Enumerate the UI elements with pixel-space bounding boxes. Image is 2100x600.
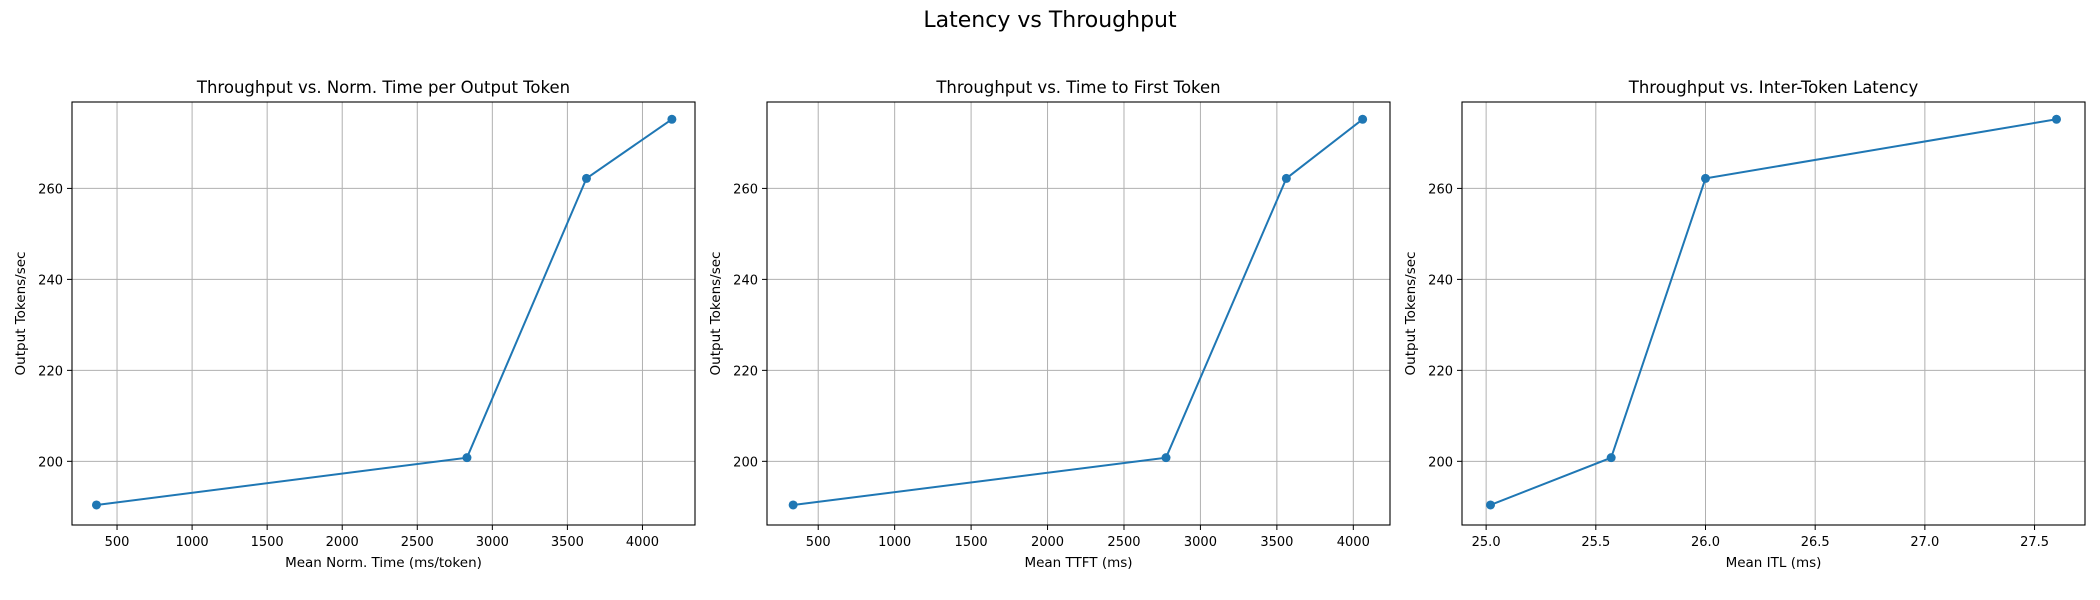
series-line [793,118,1364,506]
data-point [667,114,677,124]
y-tick-label: 200 [38,455,63,470]
y-tick-label: 260 [38,182,63,197]
data-point [2051,114,2061,124]
x-tick-label: 3500 [551,535,584,550]
x-tick-label: 500 [806,535,831,550]
y-tick-label: 220 [1428,364,1453,379]
x-tick-label: 500 [105,535,130,550]
x-tick-label: 27.5 [2020,535,2049,550]
y-tick-label: 240 [733,273,758,288]
x-tick-label: 2500 [401,535,434,550]
x-axis-label: Mean ITL (ms) [1726,555,1822,571]
y-axis-label: Output Tokens/sec [708,252,724,376]
data-point [1700,173,1710,183]
x-tick-label: 27.0 [1910,535,1939,550]
chart-title: Throughput vs. Norm. Time per Output Tok… [196,78,570,97]
axes-frame [1461,101,2086,526]
y-axis-label: Output Tokens/sec [13,252,29,376]
data-point [1358,114,1368,124]
data-point [91,500,101,510]
figure-title: Latency vs Throughput [923,8,1177,33]
data-point [1161,453,1171,463]
x-tick-label: 4000 [626,535,659,550]
chart-title: Throughput vs. Inter-Token Latency [1628,78,1919,97]
x-tick-label: 3000 [476,535,509,550]
x-tick-label: 2000 [1031,535,1064,550]
x-tick-label: 1500 [251,535,284,550]
chart-norm-time: 500 1000 1500 2000 2500 3000 3500 4000 200 220 240… [13,78,696,571]
y-tick-label: 220 [733,364,758,379]
series-line [96,118,673,506]
data-point [788,500,798,510]
y-tick-label: 200 [733,455,758,470]
x-tick-label: 1500 [955,535,988,550]
x-tick-label: 2000 [326,535,359,550]
y-tick-label: 260 [1428,182,1453,197]
x-tick-label: 1000 [176,535,209,550]
chart-ttft: 500 1000 1500 2000 2500 3000 3500 4000 200 220 240… [708,78,1391,571]
y-tick-label: 240 [38,273,63,288]
x-axis-label: Mean TTFT (ms) [1024,555,1132,571]
y-tick-label: 260 [733,182,758,197]
x-tick-label: 1000 [878,535,911,550]
x-tick-label: 25.5 [1581,535,1610,550]
x-tick-label: 3500 [1260,535,1293,550]
x-tick-label: 2500 [1107,535,1140,550]
axes-frame [766,101,1391,526]
chart-itl: 25.0 25.5 26.0 26.5 27.0 27.5 200 220 240 260 Thro… [1403,78,2086,571]
x-tick-label: 3000 [1184,535,1217,550]
series-line [1490,118,2057,506]
data-point [1606,453,1616,463]
chart-title: Throughput vs. Time to First Token [935,78,1220,97]
x-tick-label: 26.0 [1691,535,1720,550]
y-tick-label: 240 [1428,273,1453,288]
x-tick-label: 4000 [1337,535,1370,550]
data-point [1281,173,1291,183]
data-point [462,453,472,463]
x-tick-label: 26.5 [1801,535,1830,550]
y-axis-label: Output Tokens/sec [1403,252,1419,376]
x-tick-label: 25.0 [1472,535,1501,550]
x-axis-label: Mean Norm. Time (ms/token) [285,555,482,571]
y-tick-label: 220 [38,364,63,379]
data-point [1486,500,1496,510]
axes-frame [71,101,696,526]
y-tick-label: 200 [1428,455,1453,470]
data-point [581,173,591,183]
